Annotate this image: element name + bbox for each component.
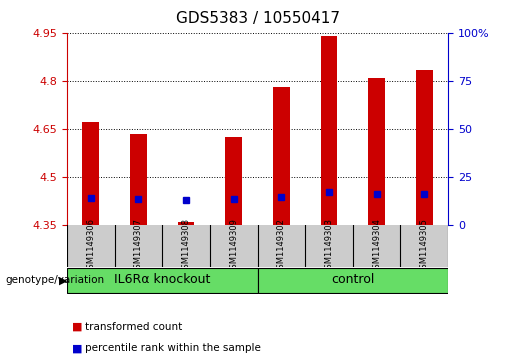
Text: GSM1149309: GSM1149309	[229, 218, 238, 274]
Bar	[258, 268, 448, 293]
Text: GSM1149308: GSM1149308	[182, 218, 191, 274]
Text: control: control	[331, 273, 374, 286]
Bar	[82, 122, 99, 225]
Text: GSM1149306: GSM1149306	[87, 218, 95, 274]
Bar	[178, 222, 194, 225]
Text: transformed count: transformed count	[85, 322, 182, 332]
Text: percentile rank within the sample: percentile rank within the sample	[85, 343, 261, 354]
Text: GSM1149307: GSM1149307	[134, 218, 143, 274]
Bar	[368, 78, 385, 225]
Bar	[67, 268, 258, 293]
Bar	[226, 137, 242, 225]
Text: GDS5383 / 10550417: GDS5383 / 10550417	[176, 11, 339, 26]
Text: GSM1149303: GSM1149303	[324, 218, 333, 274]
Text: ▶: ▶	[59, 275, 68, 285]
Bar	[130, 134, 147, 225]
Text: ■: ■	[72, 322, 82, 332]
Text: ■: ■	[72, 343, 82, 354]
Bar	[273, 87, 289, 225]
Text: GSM1149305: GSM1149305	[420, 218, 428, 274]
Bar	[321, 36, 337, 225]
Bar	[416, 70, 433, 225]
Text: genotype/variation: genotype/variation	[5, 275, 104, 285]
Text: IL6Rα knockout: IL6Rα knockout	[114, 273, 211, 286]
Text: GSM1149302: GSM1149302	[277, 218, 286, 274]
Text: GSM1149304: GSM1149304	[372, 218, 381, 274]
